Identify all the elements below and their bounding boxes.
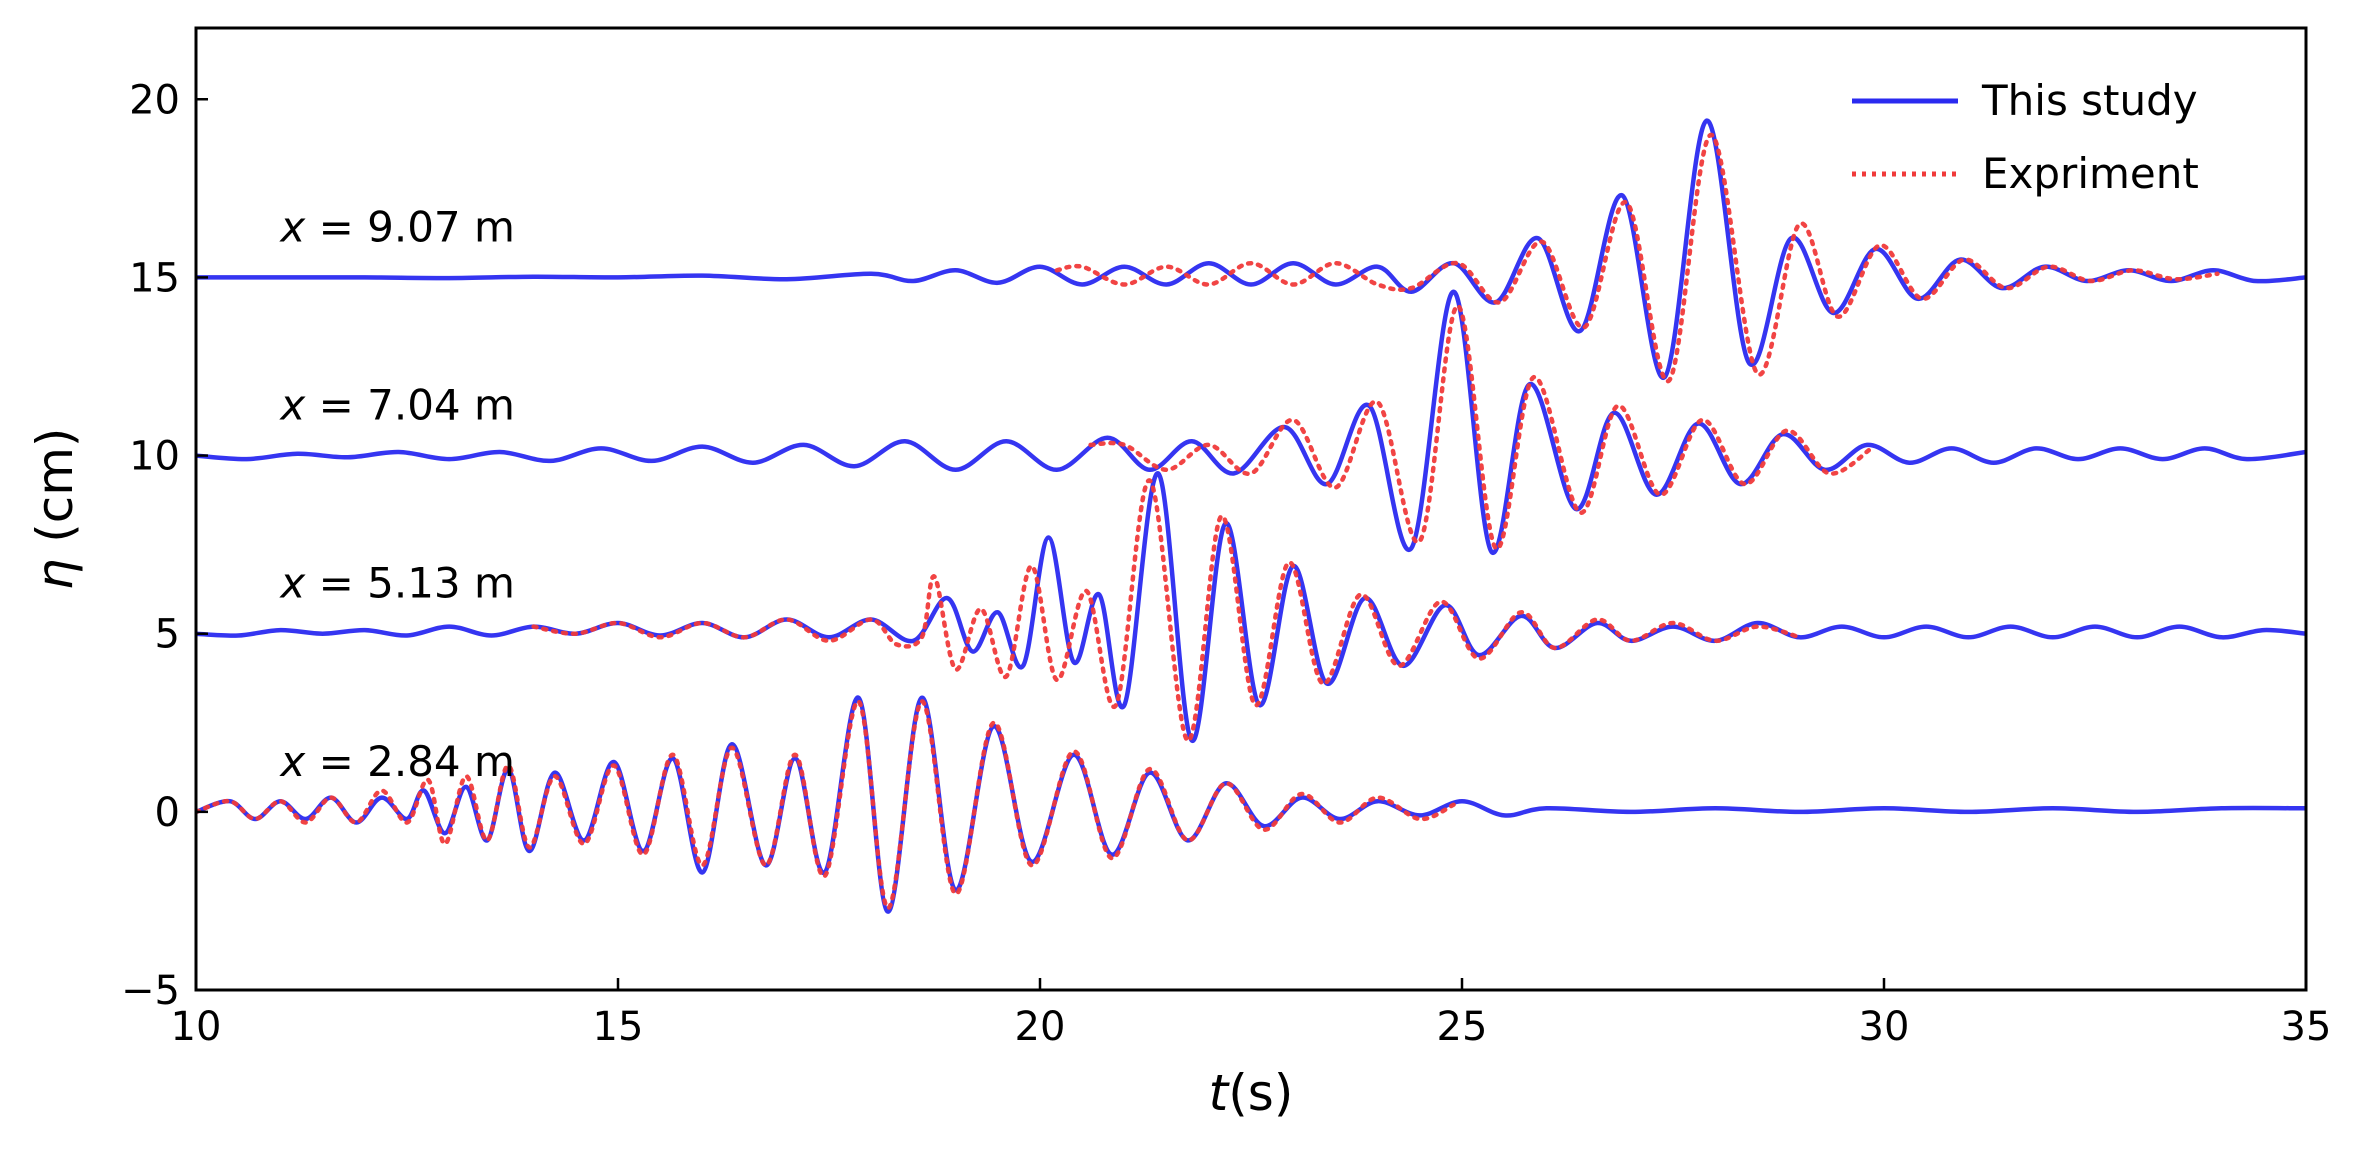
- experiment-line-offset-5: [531, 478, 1802, 743]
- experiment-line-offset-10: [1088, 303, 1874, 551]
- annotations: x = 9.07 m x = 7.04 m x = 5.13 m x = 2.84 m: [278, 202, 515, 785]
- gauge-annotation: x = 9.07 m: [278, 202, 515, 251]
- y-tick-label: 0: [155, 790, 180, 836]
- x-tick-label: 25: [1437, 1004, 1488, 1050]
- legend-label-expriment: Expriment: [1982, 149, 2199, 198]
- gauge-annotation: x = 7.04 m: [278, 381, 515, 430]
- ticks-layer: 10 15 20 25 30 35 −5 0 5 10 15 20: [121, 77, 2331, 1050]
- y-tick-label: 10: [129, 434, 180, 480]
- x-tick-label: 20: [1015, 1004, 1066, 1050]
- y-axis-label: η (cm): [26, 428, 84, 591]
- x-tick-label: 10: [171, 1004, 222, 1050]
- plot-frame: [194, 26, 2308, 992]
- x-tick-label: 35: [2281, 1004, 2332, 1050]
- experiment-line-offset-0: [196, 699, 1456, 911]
- this-study-line-offset-0: [196, 695, 2306, 914]
- x-axis-label: t(s): [1209, 1064, 1294, 1122]
- y-tick-label: 20: [129, 77, 180, 123]
- this-study-line-offset-10: [196, 289, 2306, 555]
- series-layer: [196, 118, 2306, 914]
- gauge-annotation: x = 2.84 m: [278, 737, 515, 786]
- experiment-line-offset-15: [1054, 132, 2220, 383]
- y-tick-label: 5: [155, 612, 180, 658]
- legend-label-this-study: This study: [1981, 76, 2198, 125]
- y-tick-label: 15: [129, 255, 180, 301]
- y-tick-label: −5: [121, 968, 180, 1014]
- x-tick-label: 15: [593, 1004, 644, 1050]
- legend: This study Expriment: [1852, 76, 2199, 198]
- x-tick-label: 30: [1859, 1004, 1910, 1050]
- gauge-annotation: x = 5.13 m: [278, 559, 515, 608]
